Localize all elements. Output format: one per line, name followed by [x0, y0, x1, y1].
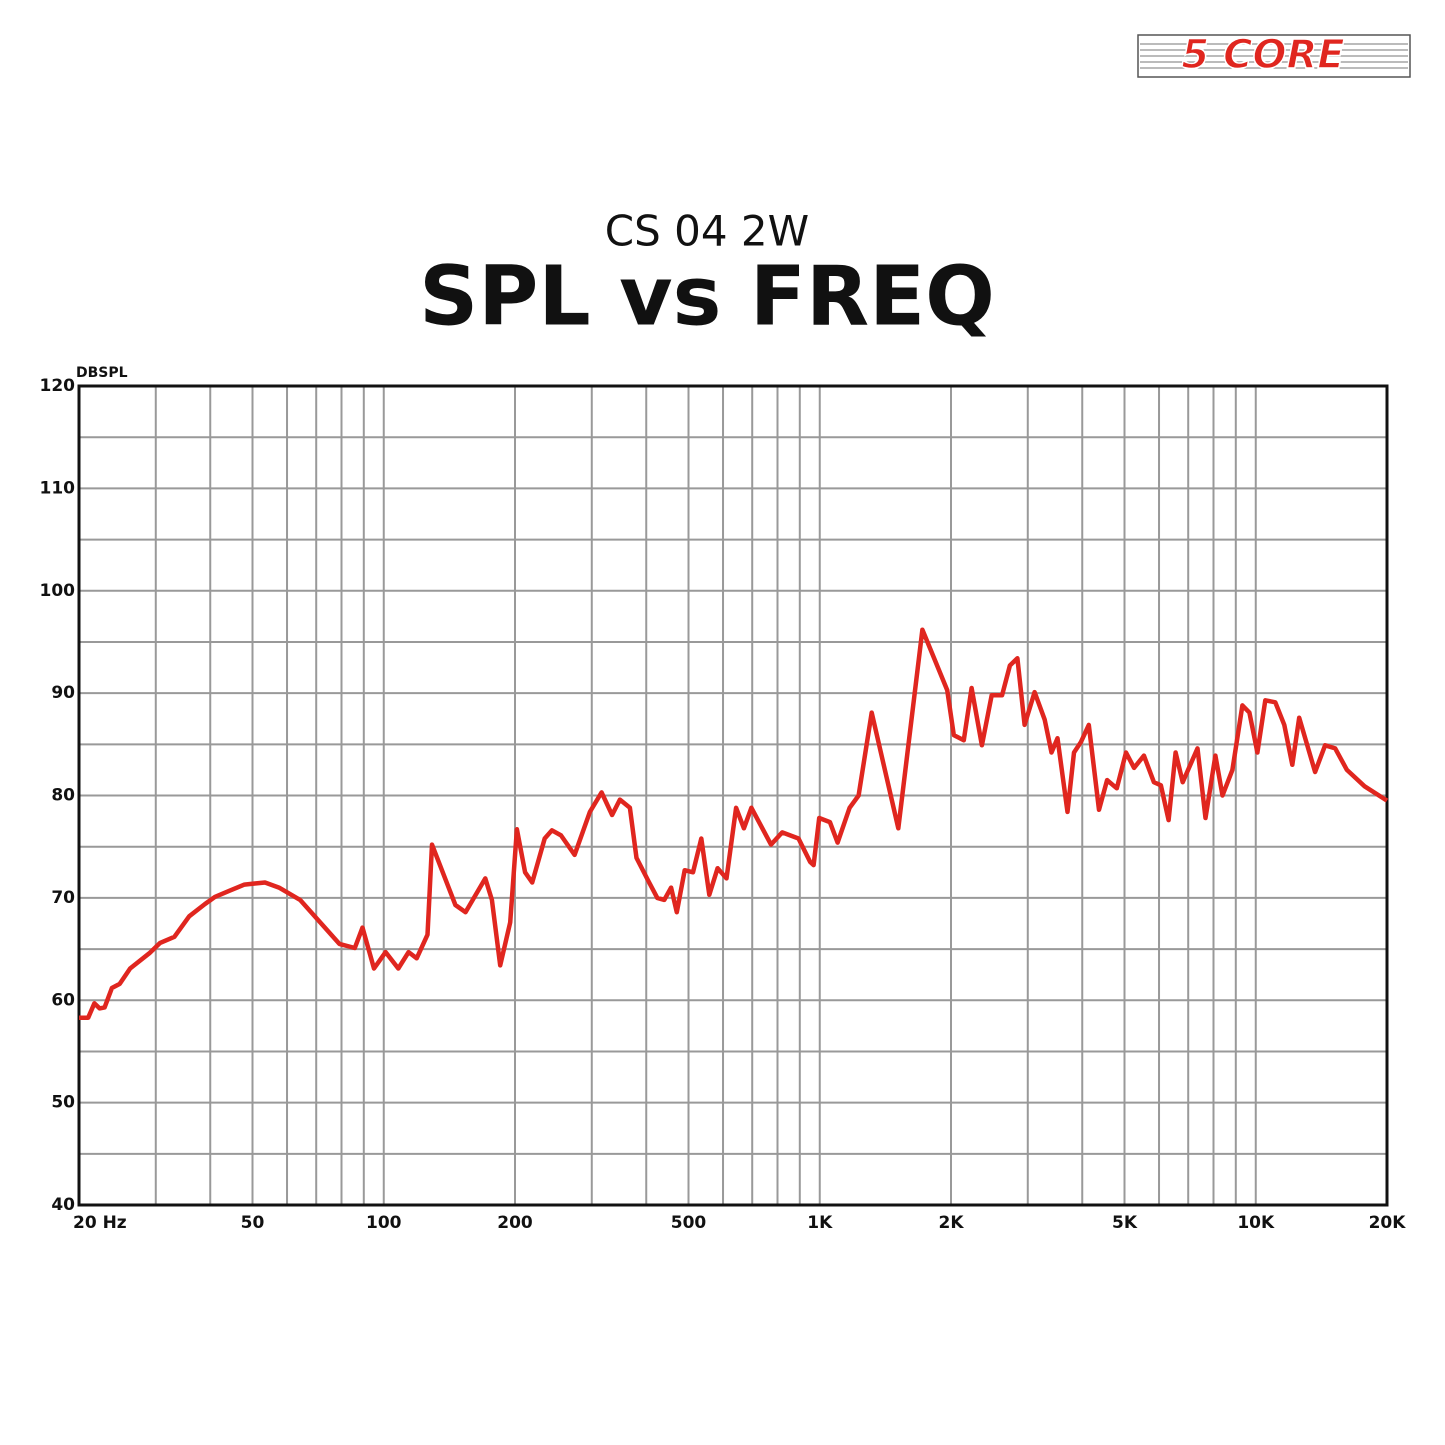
x-tick-label: 200 [497, 1213, 533, 1233]
y-tick-label: 100 [40, 581, 76, 601]
logo-text: 5 CORE [1181, 32, 1344, 78]
y-tick-label: 70 [51, 888, 75, 908]
y-tick-label: 40 [51, 1195, 75, 1215]
line-series [79, 627, 1389, 1020]
y-tick-label: 110 [40, 478, 76, 498]
y-tick-label: 90 [51, 683, 75, 703]
y-tick-label: 120 [40, 376, 76, 396]
chart-title: SPL vs FREQ [419, 249, 995, 344]
x-tick-label: 5K [1112, 1213, 1138, 1233]
logo: 5 CORE [1137, 31, 1411, 79]
x-tick-label: 50 [241, 1213, 265, 1233]
y-tick-label: 50 [51, 1093, 75, 1113]
x-tick-label: 1K [807, 1213, 833, 1233]
y-tick-label: 60 [51, 990, 75, 1010]
x-tick-label: 100 [366, 1213, 402, 1233]
x-tick-label: 20K [1369, 1213, 1407, 1233]
plot-frame [77, 384, 1389, 1207]
x-tick-label: 20 Hz [73, 1213, 127, 1233]
y-tick-label: 80 [51, 786, 75, 806]
logo-stripes [1140, 43, 1408, 69]
x-tick-label: 2K [938, 1213, 964, 1233]
x-tick-label: 500 [671, 1213, 707, 1233]
y-axis-label: DBSPL [76, 365, 128, 381]
chart-subtitle: CS 04 2W [605, 207, 809, 256]
x-tick-label: 10K [1237, 1213, 1275, 1233]
